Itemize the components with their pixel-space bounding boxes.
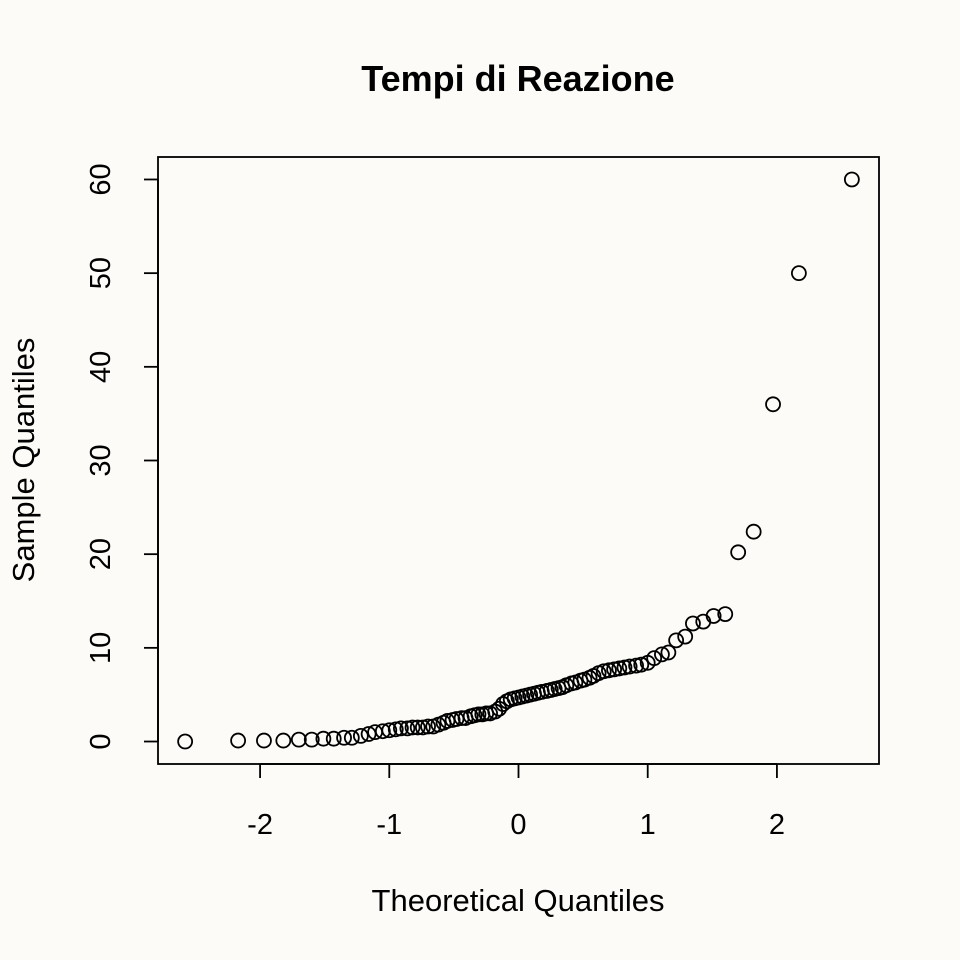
data-point <box>336 729 352 746</box>
data-point <box>177 733 194 750</box>
y-axis: 0 10 20 30 40 50 60 <box>85 163 159 750</box>
data-point <box>633 656 650 673</box>
data-point <box>275 732 292 749</box>
data-point <box>256 732 272 749</box>
y-tick-label: 50 <box>85 257 117 289</box>
data-point <box>325 730 342 747</box>
data-point <box>685 615 701 632</box>
data-point <box>595 663 612 680</box>
data-point <box>387 721 404 738</box>
data-point <box>730 544 747 561</box>
data-point <box>352 727 369 744</box>
data-point <box>601 662 617 679</box>
data-point <box>621 658 638 675</box>
y-tick-label: 30 <box>85 444 117 476</box>
y-tick-label: 10 <box>85 632 117 664</box>
y-tick-label: 20 <box>85 538 117 570</box>
data-point <box>745 523 762 540</box>
data-point <box>420 718 436 735</box>
data-point <box>765 396 781 413</box>
data-point <box>230 732 247 749</box>
data-point <box>409 719 426 736</box>
data-point <box>404 719 421 736</box>
data-point <box>628 657 644 674</box>
data-point <box>606 661 623 678</box>
data-point <box>790 265 807 282</box>
data-point <box>668 632 685 649</box>
data-point <box>393 720 409 737</box>
data-point <box>660 644 677 661</box>
data-point <box>717 606 734 623</box>
data-point <box>677 628 694 645</box>
y-tick-label: 60 <box>85 163 117 195</box>
data-point <box>290 731 307 748</box>
data-point <box>315 730 332 747</box>
data-point <box>303 731 320 748</box>
data-point <box>616 659 633 676</box>
data-point <box>470 706 487 723</box>
data-point <box>843 171 860 188</box>
x-tick-label: -2 <box>247 809 273 841</box>
y-tick-label: 40 <box>85 351 117 383</box>
y-axis-label: Sample Quantiles <box>6 338 41 583</box>
data-point <box>414 719 431 736</box>
x-tick-label: -1 <box>376 809 402 841</box>
data-point <box>343 729 360 746</box>
data-point <box>646 650 663 667</box>
x-axis-label: Theoretical Quantiles <box>372 883 665 918</box>
x-tick-label: 1 <box>640 809 656 841</box>
chart-title: Tempi di Reazione <box>361 58 674 99</box>
x-tick-label: 0 <box>510 809 526 841</box>
data-point <box>611 660 628 677</box>
data-point <box>705 608 722 624</box>
data-point <box>654 646 670 663</box>
data-point <box>399 720 416 737</box>
data-point <box>381 722 398 739</box>
y-tick-label: 0 <box>85 733 117 749</box>
x-axis: -2 -1 0 1 2 <box>247 763 785 841</box>
x-tick-label: 2 <box>769 809 785 841</box>
data-points <box>177 171 860 750</box>
